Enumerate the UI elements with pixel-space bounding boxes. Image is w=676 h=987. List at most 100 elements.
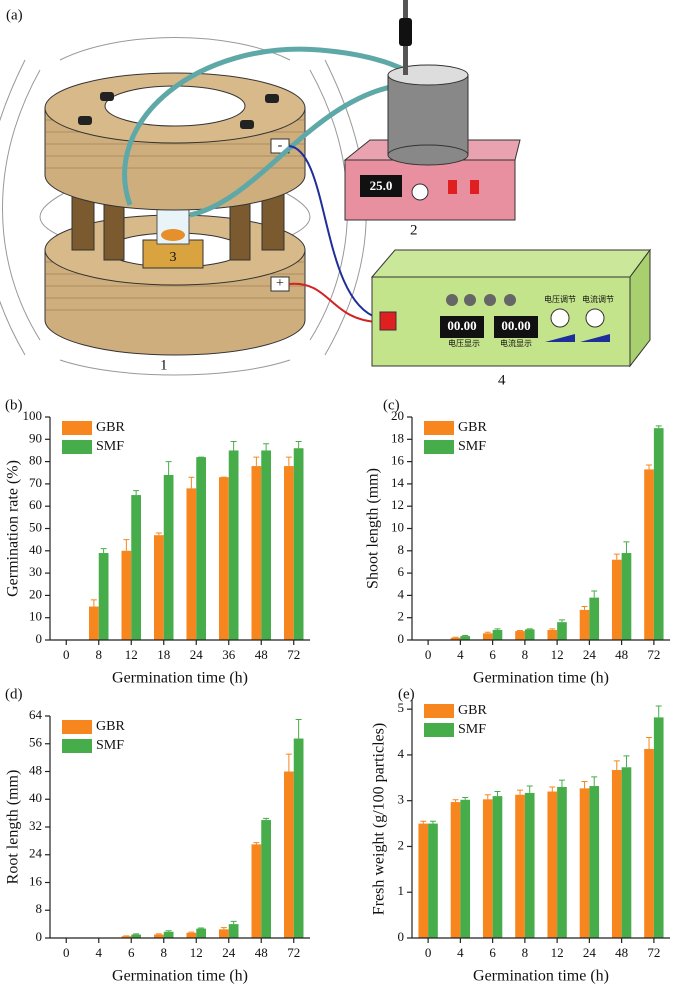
y-axis-title: Germination rate (%) <box>5 460 22 597</box>
x-tick-label: 24 <box>583 647 597 662</box>
current-display: 00.00 <box>501 318 530 333</box>
bar <box>186 932 197 938</box>
bar-chart: (d) 0 8 16 24 32 40 48 56 64 0 4 6 8 12 24 48 72 Germinati… <box>5 686 310 985</box>
bar <box>228 450 239 640</box>
y-tick-label: 2 <box>398 609 405 624</box>
x-tick-label: 48 <box>615 647 628 662</box>
error-bar <box>165 930 172 932</box>
x-tick-label: 8 <box>522 945 529 960</box>
bar <box>228 924 239 938</box>
x-tick-label: 12 <box>551 647 564 662</box>
legend-swatch <box>62 720 92 734</box>
error-bar <box>198 927 205 929</box>
y-tick-label: 4 <box>398 586 405 601</box>
y-tick-label: 20 <box>391 408 404 423</box>
error-bar <box>123 539 130 551</box>
bar <box>653 717 664 938</box>
x-tick-label: 12 <box>190 945 203 960</box>
current-adjust-label: 电流调节 <box>582 294 614 304</box>
bar <box>186 488 197 640</box>
x-tick-label: 48 <box>615 945 628 960</box>
x-axis-title: Germination time (h) <box>473 670 609 687</box>
voltage-display: 00.00 <box>447 318 476 333</box>
y-tick-label: 70 <box>29 475 42 490</box>
error-bar <box>452 799 459 803</box>
error-bar <box>263 443 270 451</box>
bar <box>251 466 262 640</box>
bar <box>524 792 535 938</box>
bar <box>121 936 132 938</box>
legend-label: SMF <box>96 738 124 753</box>
x-axis-title: Germination time (h) <box>473 968 609 985</box>
error-bar <box>655 425 662 429</box>
error-bar <box>230 920 237 925</box>
minus-terminal: - <box>278 138 283 153</box>
y-tick-label: 18 <box>391 430 404 445</box>
legend-label: GBR <box>458 703 487 718</box>
bar <box>284 466 294 640</box>
legend-swatch <box>62 739 92 753</box>
x-tick-label: 0 <box>425 647 432 662</box>
legend-swatch <box>62 440 92 454</box>
error-bar <box>549 628 556 630</box>
error-bar <box>263 817 270 821</box>
x-tick-label: 48 <box>255 647 268 662</box>
x-tick-label: 6 <box>489 647 496 662</box>
bar <box>261 450 271 640</box>
bar <box>196 928 206 938</box>
error-bar <box>285 753 292 772</box>
error-bar <box>90 599 97 607</box>
x-tick-label: 8 <box>522 647 529 662</box>
x-tick-label: 0 <box>63 945 70 960</box>
y-tick-label: 60 <box>29 497 42 512</box>
bar <box>547 791 558 938</box>
bar <box>98 553 109 640</box>
bar <box>284 771 294 938</box>
x-tick-label: 12 <box>551 945 564 960</box>
y-tick-label: 48 <box>29 762 42 777</box>
error-bar <box>526 628 533 630</box>
x-tick-label: 36 <box>222 647 236 662</box>
x-tick-label: 8 <box>96 647 103 662</box>
error-bar <box>494 791 501 797</box>
error-bar <box>462 635 469 637</box>
error-bar <box>484 631 491 634</box>
x-tick-label: 6 <box>128 945 135 960</box>
error-bar <box>420 820 427 824</box>
legend-label: SMF <box>458 722 486 737</box>
top-coil <box>44 72 306 211</box>
y-tick-label: 6 <box>398 564 405 579</box>
bar <box>644 748 654 938</box>
bar <box>450 637 461 640</box>
current-show-label: 电流显示 <box>500 338 532 348</box>
bar <box>482 799 493 938</box>
error-bar <box>220 927 227 930</box>
x-axis-title: Germination time (h) <box>112 670 248 687</box>
bar <box>163 931 174 938</box>
voltage-show-label: 电压显示 <box>448 338 480 348</box>
bar <box>644 469 654 640</box>
bar <box>261 820 271 938</box>
bar <box>515 631 525 640</box>
y-tick-label: 40 <box>29 790 42 805</box>
y-tick-label: 56 <box>29 735 43 750</box>
x-tick-label: 4 <box>457 945 464 960</box>
bar <box>428 823 438 938</box>
x-tick-label: 72 <box>287 647 300 662</box>
y-tick-label: 12 <box>391 497 404 512</box>
wires <box>288 145 379 323</box>
error-bar <box>285 456 292 467</box>
x-tick-label: 4 <box>96 945 103 960</box>
x-tick-label: 6 <box>489 945 496 960</box>
y-tick-label: 50 <box>29 519 42 534</box>
bar <box>121 550 132 640</box>
error-bar <box>655 705 662 718</box>
power-supply: 00.00 00.00 电压显示 电流显示 电压调节 电流调节 4 <box>370 248 651 388</box>
bar <box>450 802 461 938</box>
x-tick-label: 72 <box>287 945 300 960</box>
y-tick-label: 30 <box>29 564 42 579</box>
error-bar <box>613 553 620 560</box>
legend-swatch <box>424 421 454 435</box>
